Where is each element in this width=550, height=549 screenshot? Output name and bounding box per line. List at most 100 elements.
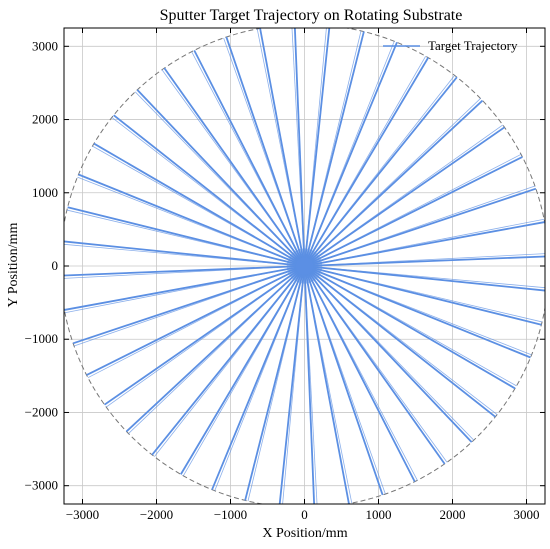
- trajectory-spoke: [303, 265, 416, 483]
- trajectory-spoke: [303, 265, 446, 465]
- trajectory-spoke-edge: [64, 243, 305, 267]
- trajectory-spoke-edge: [66, 209, 305, 267]
- trajectory-spoke-edge: [304, 265, 517, 387]
- trajectory-spoke: [64, 240, 305, 267]
- trajectory-spoke: [78, 173, 305, 267]
- trajectory-spoke-edge: [92, 145, 305, 267]
- trajectory-spoke: [64, 265, 305, 311]
- trajectory-spoke: [304, 265, 531, 359]
- trajectory-spoke-edge: [304, 265, 448, 463]
- trajectory-spoke-edge: [291, 28, 305, 267]
- trajectory-spoke-edge: [182, 265, 305, 477]
- trajectory-spoke-edge: [304, 124, 504, 267]
- y-tick-label: 2000: [32, 112, 58, 127]
- trajectory-spoke-edge: [64, 265, 305, 279]
- plot-area: [64, 28, 545, 504]
- trajectory-spoke: [303, 265, 350, 504]
- trajectory-spoke: [163, 67, 306, 267]
- x-tick-label: 1000: [366, 507, 392, 522]
- trajectory-spoke: [303, 99, 484, 267]
- trajectory-spoke: [303, 265, 473, 443]
- trajectory-spoke: [72, 265, 305, 345]
- trajectory-spoke: [113, 114, 306, 267]
- trajectory-spoke-edge: [304, 265, 545, 289]
- trajectory-spoke: [303, 57, 429, 267]
- trajectory-spoke-edge: [304, 185, 536, 267]
- trajectory-spoke-edge: [223, 37, 305, 267]
- trajectory-spoke-edge: [304, 75, 455, 267]
- trajectory-spoke: [67, 206, 305, 267]
- trajectory-spoke-edge: [304, 265, 418, 481]
- trajectory-spoke-edge: [87, 265, 305, 379]
- trajectory-spoke: [259, 28, 306, 267]
- chart-title: Sputter Target Trajectory on Rotating Su…: [160, 7, 463, 24]
- trajectory-spoke-edge: [214, 265, 305, 491]
- trajectory-spoke: [293, 28, 306, 267]
- trajectory-spoke: [304, 156, 523, 267]
- y-axis-label: Y Position/mm: [6, 223, 21, 308]
- trajectory-spoke-edge: [304, 265, 498, 415]
- trajectory-spoke: [125, 265, 306, 433]
- y-tick-label: −3000: [25, 478, 58, 493]
- trajectory-spoke: [278, 265, 306, 504]
- trajectory-spoke: [304, 187, 537, 267]
- trajectory-spoke: [136, 89, 306, 267]
- trajectory-spoke: [211, 265, 306, 491]
- x-tick-label: −3000: [66, 507, 99, 522]
- trajectory-spoke: [304, 265, 542, 326]
- trajectory-spoke-edge: [304, 265, 543, 323]
- trajectory-spoke-edge: [282, 265, 305, 504]
- trajectory-spoke: [304, 265, 516, 390]
- trajectory-spoke-edge: [64, 265, 305, 314]
- axis-ticks: −3000 −2000 −1000 0 1000 2000 3000 −3000 −2000 −1…: [25, 28, 545, 522]
- trajectory-spoke: [86, 265, 305, 376]
- x-tick-label: 0: [301, 507, 308, 522]
- trajectory-spoke-edge: [154, 265, 305, 457]
- y-tick-label: 1000: [32, 185, 58, 200]
- trajectory-spoke-edge: [304, 98, 481, 267]
- x-tick-label: 2000: [440, 507, 466, 522]
- trajectory-spoke: [303, 126, 506, 267]
- trajectory-spoke: [303, 41, 398, 267]
- trajectory-spoke-edge: [304, 265, 532, 356]
- trajectory-spoke-edge: [161, 69, 305, 267]
- legend-label-target-trajectory: Target Trajectory: [428, 38, 518, 53]
- y-tick-label: 0: [52, 258, 59, 273]
- trajectory-spoke-edge: [256, 28, 305, 267]
- x-axis-label: X Position/mm: [262, 526, 347, 541]
- trajectory-spoke: [244, 265, 306, 501]
- x-tick-label: −1000: [214, 507, 247, 522]
- trajectory-spoke: [304, 265, 545, 292]
- trajectory-spoke: [180, 265, 306, 475]
- x-tick-label: −2000: [140, 507, 173, 522]
- trajectory-spoke: [225, 36, 306, 267]
- y-tick-label: 3000: [32, 38, 58, 53]
- trajectory-spoke-edge: [304, 28, 327, 267]
- trajectory-spoke-edge: [304, 55, 427, 267]
- trajectory-spoke-edge: [304, 218, 545, 267]
- trajectory-spoke-edge: [304, 30, 362, 267]
- trajectory-spoke-edge: [134, 91, 305, 267]
- trajectory-spoke: [303, 76, 458, 267]
- trajectory-spoke-edge: [304, 153, 522, 267]
- trajectory-spoke-edge: [304, 265, 475, 441]
- trajectory-spoke-edge: [73, 265, 305, 347]
- trajectory-spoke: [303, 28, 331, 267]
- trajectory-spoke-edge: [304, 265, 386, 495]
- trajectory-spoke: [64, 265, 305, 277]
- legend: Target Trajectory: [383, 38, 518, 53]
- y-tick-label: −1000: [25, 331, 58, 346]
- trajectory-spoke: [303, 31, 365, 267]
- y-tick-label: −2000: [25, 404, 58, 419]
- trajectory-spoke-edge: [247, 265, 305, 502]
- trajectory-spoke: [93, 142, 305, 267]
- trajectory-spoke-edge: [111, 117, 305, 267]
- center-cluster: [295, 257, 314, 275]
- x-tick-label: 3000: [514, 507, 540, 522]
- trajectory-spoke-edge: [77, 176, 305, 267]
- trajectory-spoke-edge: [304, 265, 318, 504]
- trajectory-spoke: [303, 265, 316, 504]
- trajectory-spoke-edge: [105, 265, 305, 408]
- trajectory-spoke: [193, 49, 306, 267]
